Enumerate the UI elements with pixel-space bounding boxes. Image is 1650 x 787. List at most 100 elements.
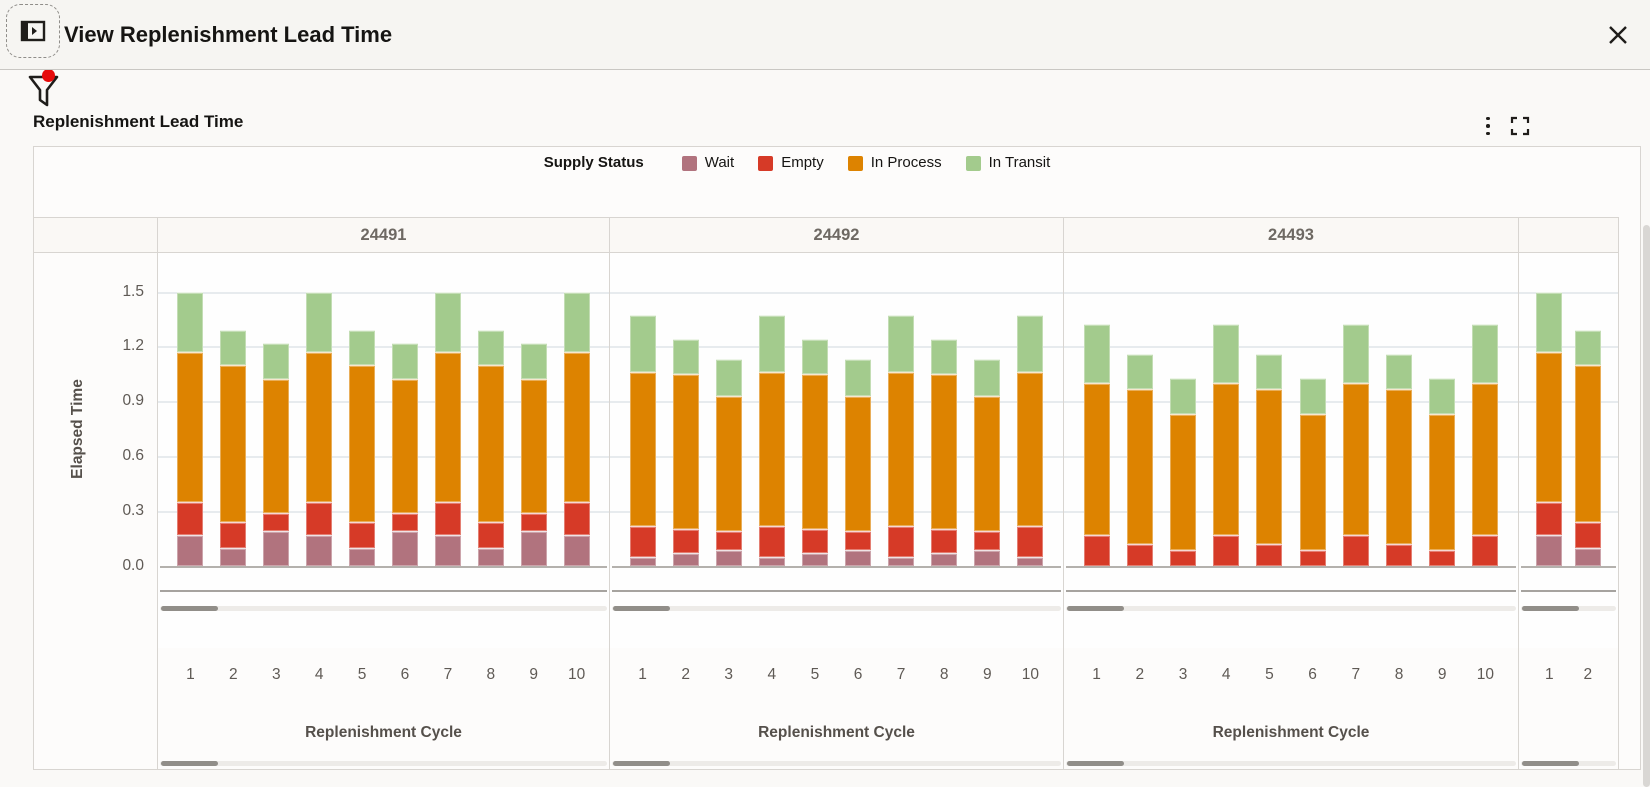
segment-in_process bbox=[520, 379, 547, 513]
x-tick-label: 2 bbox=[1583, 666, 1593, 683]
scrollbar-thumb[interactable] bbox=[161, 606, 218, 611]
horizontal-scrollbar[interactable] bbox=[1521, 606, 1616, 611]
legend-swatch bbox=[847, 155, 863, 171]
horizontal-scrollbar[interactable] bbox=[1521, 761, 1616, 766]
horizontal-scrollbar[interactable] bbox=[612, 761, 1061, 766]
segment-empty bbox=[1213, 534, 1240, 566]
x-tick-label: 1 bbox=[638, 666, 647, 683]
gridline bbox=[610, 456, 1063, 459]
stacked-bar-cycle-2[interactable] bbox=[1574, 329, 1601, 566]
horizontal-scrollbar[interactable] bbox=[160, 761, 607, 766]
horizontal-scrollbar[interactable] bbox=[160, 606, 607, 611]
stacked-bar-cycle-8[interactable] bbox=[1386, 353, 1413, 566]
horizontal-scrollbar[interactable] bbox=[1066, 606, 1516, 611]
stacked-bar-cycle-10[interactable] bbox=[1472, 324, 1499, 566]
stacked-bar-cycle-1[interactable] bbox=[1536, 291, 1563, 566]
horizontal-scrollbar[interactable] bbox=[1066, 761, 1516, 766]
segment-wait bbox=[715, 549, 742, 566]
scrollbar-thumb[interactable] bbox=[1067, 761, 1124, 766]
legend-item[interactable]: Wait bbox=[681, 153, 734, 173]
x-axis-line bbox=[160, 566, 607, 568]
close-button[interactable] bbox=[1600, 17, 1636, 53]
stacked-bar-cycle-10[interactable] bbox=[563, 291, 590, 566]
stacked-bar-cycle-8[interactable] bbox=[931, 339, 958, 566]
close-icon bbox=[1606, 23, 1630, 47]
filter-button[interactable] bbox=[26, 70, 70, 114]
stacked-bar-cycle-3[interactable] bbox=[715, 359, 742, 566]
stacked-bar-cycle-4[interactable] bbox=[306, 291, 333, 566]
segment-wait bbox=[477, 547, 504, 566]
stacked-bar-cycle-7[interactable] bbox=[888, 315, 915, 566]
y-tick-label: 0.9 bbox=[122, 392, 144, 410]
stacked-bar-cycle-1[interactable] bbox=[177, 291, 204, 566]
stacked-bar-cycle-1[interactable] bbox=[629, 315, 656, 566]
segment-in_transit bbox=[629, 315, 656, 373]
scrollbar-thumb[interactable] bbox=[613, 606, 670, 611]
segment-wait bbox=[888, 556, 915, 566]
bar-slot bbox=[298, 253, 341, 648]
segment-in_transit bbox=[974, 359, 1001, 396]
y-tick-label: 1.5 bbox=[122, 282, 144, 300]
segment-in_transit bbox=[391, 342, 418, 380]
x-axis-line bbox=[1521, 566, 1616, 568]
stacked-bar-cycle-10[interactable] bbox=[1017, 315, 1044, 566]
vertical-scrollbar[interactable] bbox=[1643, 225, 1650, 787]
stacked-bar-cycle-4[interactable] bbox=[1213, 324, 1240, 566]
stacked-bar-cycle-5[interactable] bbox=[801, 339, 828, 566]
kebab-menu-icon bbox=[1486, 116, 1490, 121]
x-tick-labels: 1 2 3 4 5 6 7 8 9 10 bbox=[1064, 666, 1518, 684]
segment-in_process bbox=[1342, 383, 1369, 535]
stacked-bar-cycle-7[interactable] bbox=[434, 291, 461, 566]
stacked-bar-cycle-2[interactable] bbox=[1126, 353, 1153, 566]
segment-empty bbox=[477, 522, 504, 548]
x-tick-label: 7 bbox=[1351, 666, 1361, 683]
stacked-bar-cycle-4[interactable] bbox=[758, 315, 785, 566]
stacked-bar-cycle-6[interactable] bbox=[1299, 377, 1326, 566]
stacked-bar-cycle-9[interactable] bbox=[974, 359, 1001, 566]
legend-swatch bbox=[965, 155, 981, 171]
drawer-toggle-button[interactable] bbox=[6, 4, 60, 58]
segment-empty bbox=[1017, 525, 1044, 557]
horizontal-scrollbar[interactable] bbox=[612, 606, 1061, 611]
y-axis-title: Elapsed Time bbox=[69, 379, 86, 479]
stacked-bar-cycle-5[interactable] bbox=[349, 329, 376, 566]
segment-wait bbox=[758, 556, 785, 566]
scrollbar-thumb[interactable] bbox=[1522, 606, 1579, 611]
stacked-bar-cycle-2[interactable] bbox=[672, 339, 699, 566]
stacked-bar-cycle-6[interactable] bbox=[391, 342, 418, 566]
stacked-bar-cycle-2[interactable] bbox=[220, 329, 247, 566]
legend-item[interactable]: In Transit bbox=[965, 153, 1050, 173]
bars-container bbox=[1064, 253, 1518, 648]
stacked-bar-cycle-6[interactable] bbox=[845, 359, 872, 566]
gridline bbox=[610, 346, 1063, 349]
stacked-bar-cycle-7[interactable] bbox=[1342, 324, 1369, 566]
legend-item[interactable]: In Process bbox=[847, 153, 942, 173]
stacked-bar-cycle-9[interactable] bbox=[520, 342, 547, 566]
stacked-bar-cycle-3[interactable] bbox=[1170, 377, 1196, 566]
x-axis-line bbox=[1066, 566, 1516, 568]
bar-slot bbox=[1377, 253, 1420, 648]
segment-empty bbox=[715, 531, 742, 550]
segment-in_process bbox=[1386, 388, 1413, 545]
scrollbar-thumb[interactable] bbox=[161, 761, 218, 766]
stacked-bar-cycle-8[interactable] bbox=[477, 329, 504, 566]
legend-item[interactable]: Empty bbox=[758, 153, 824, 173]
scrollbar-thumb[interactable] bbox=[613, 761, 670, 766]
maximize-button[interactable] bbox=[1510, 114, 1534, 138]
x-tick-label: 3 bbox=[1178, 666, 1188, 683]
x-tick-label: 4 bbox=[314, 666, 324, 683]
overflow-menu-button[interactable] bbox=[1476, 113, 1500, 139]
x-tick-label: 3 bbox=[271, 666, 281, 683]
stacked-bar-cycle-9[interactable] bbox=[1429, 377, 1456, 566]
stacked-bar-cycle-1[interactable] bbox=[1083, 324, 1110, 566]
segment-in_transit bbox=[888, 315, 915, 373]
scrollbar-thumb[interactable] bbox=[1067, 606, 1124, 611]
segment-wait bbox=[1536, 534, 1563, 566]
x-tick-label: 9 bbox=[1437, 666, 1447, 683]
stacked-bar-cycle-3[interactable] bbox=[263, 342, 290, 566]
stacked-bar-cycle-5[interactable] bbox=[1256, 353, 1283, 566]
segment-wait bbox=[845, 549, 872, 566]
segment-empty bbox=[220, 522, 247, 548]
gridline bbox=[1519, 291, 1618, 294]
scrollbar-thumb[interactable] bbox=[1522, 761, 1579, 766]
